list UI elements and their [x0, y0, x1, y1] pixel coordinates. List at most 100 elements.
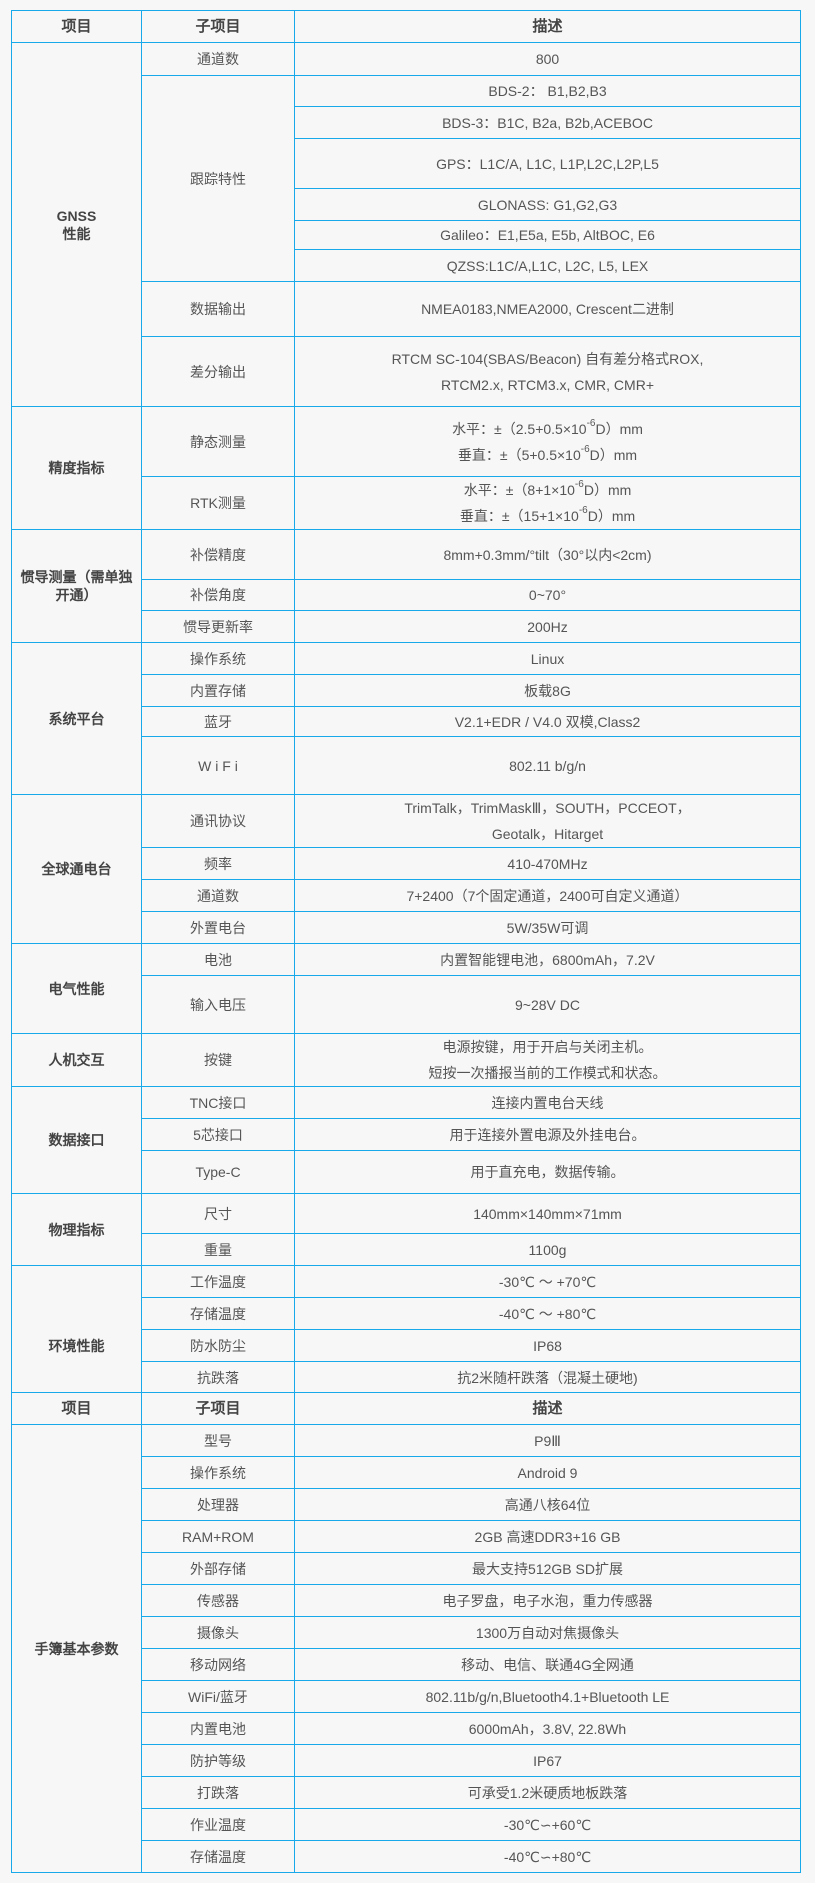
description-cell: IP67: [294, 1744, 801, 1777]
description-line: 垂直：±（15+1×10-6D）mm: [299, 503, 796, 529]
description-cell: BDS-3：B1C, B2a, B2b,ACEBOC: [294, 106, 801, 139]
description-line: 抗2米随杆跌落（混凝土硬地): [457, 1369, 638, 1386]
table-row: 手簿基本参数 型号 P9Ⅲ: [11, 1424, 801, 1873]
group-label: 精度指标: [11, 406, 142, 530]
description-line: -30℃∽+60℃: [503, 1816, 592, 1833]
description-line: 1300万自动对焦摄像头: [475, 1624, 620, 1641]
description-line: 垂直：±（5+0.5×10-6D）mm: [299, 442, 796, 468]
description-cell: IP68: [294, 1329, 801, 1362]
table-row: Galileo：E1,E5a, E5b, AltBOC, E6: [12, 220, 801, 250]
group-label: GNSS 性能: [11, 42, 142, 407]
description-line: -40℃∽+80℃: [503, 1848, 592, 1865]
description-line: 8mm+0.3mm/°tilt（30°以内<2cm): [443, 546, 652, 563]
description-line: 水平：±（2.5+0.5×10-6D）mm: [299, 416, 796, 442]
subitem-label: 操作系统: [141, 642, 295, 675]
description-line: 最大支持512GB SD扩展: [472, 1560, 623, 1577]
subitem-label: 内置存储: [141, 674, 295, 707]
description-cell: 7+2400（7个固定通道，2400可自定义通道）: [294, 879, 801, 912]
table-row: 操作系统 Android 9: [12, 1456, 801, 1489]
subitem-label: 防护等级: [141, 1744, 295, 1777]
description-cell: 水平：±（8+1×10-6D）mm 垂直：±（15+1×10-6D）mm: [294, 476, 801, 530]
subitem-label: 按键: [141, 1033, 295, 1087]
exponent: -6: [580, 443, 590, 455]
formula-text: 垂直：±（15+1×10: [459, 508, 579, 524]
table-row: 数据接口 TNC接口 连接内置电台天线: [11, 1086, 801, 1194]
table-row: 重量 1100g: [12, 1233, 801, 1266]
subitem-label: 尺寸: [141, 1193, 295, 1234]
table-row: 防水防尘 IP68: [12, 1329, 801, 1362]
subitem-label: 型号: [141, 1424, 295, 1457]
table-row: 人机交互 按键 电源按键，用于开启与关闭主机。 短按一次播报当前的工作模式和状态。: [11, 1033, 801, 1087]
table-row: 内置电池 6000mAh，3.8V, 22.8Wh: [12, 1712, 801, 1745]
table-row: 5芯接口 用于连接外置电源及外挂电台。: [12, 1118, 801, 1151]
group-label: 人机交互: [11, 1033, 142, 1087]
description-line: BDS-3：B1C, B2a, B2b,ACEBOC: [442, 114, 653, 131]
table-row: 惯导测量（需单独开通） 补偿精度 8mm+0.3mm/°tilt（30°以内<2cm…: [11, 529, 801, 643]
description-line: 高通八核64位: [504, 1496, 591, 1513]
controller-spec-table: 项目 子项目 描述 手簿基本参数 型号 P9Ⅲ 操作系统 Android 9 处理器 高通八核64…: [11, 1392, 801, 1873]
table-row: QZSS:L1C/A,L1C, L2C, L5, LEX: [12, 249, 801, 282]
subitem-label: 输入电压: [141, 975, 295, 1034]
table-row: 通道数 7+2400（7个固定通道，2400可自定义通道）: [12, 879, 801, 912]
description-cell: 6000mAh，3.8V, 22.8Wh: [294, 1712, 801, 1745]
description-line: RTCM SC-104(SBAS/Beacon) 自有差分格式ROX,: [391, 350, 704, 367]
subitem-label: 通讯协议: [141, 794, 295, 848]
subitem-label: RTK测量: [141, 476, 295, 530]
description-line: IP68: [533, 1337, 562, 1354]
table-row: 摄像头 1300万自动对焦摄像头: [12, 1616, 801, 1649]
subitem-label: 内置电池: [141, 1712, 295, 1745]
group-label: 系统平台: [11, 642, 142, 795]
formula-unit: D）mm: [587, 508, 636, 524]
description-line: -30℃ ～ +70℃: [498, 1273, 597, 1290]
table-row: 物理指标 尺寸 140mm×140mm×71mm: [11, 1193, 801, 1266]
subitem-label: 通道数: [141, 42, 295, 76]
description-line: RTCM2.x, RTCM3.x, CMR, CMR+: [441, 376, 654, 393]
subitem-label: 存储温度: [141, 1840, 295, 1873]
subitem-label: 传感器: [141, 1584, 295, 1617]
description-line: 410-470MHz: [507, 855, 588, 872]
description-cell: 水平：±（2.5+0.5×10-6D）mm 垂直：±（5+0.5×10-6D）mm: [294, 406, 801, 477]
table-row: 电气性能 电池 内置智能锂电池，6800mAh，7.2V: [11, 943, 801, 1034]
description-cell: BDS-2： B1,B2,B3: [294, 75, 801, 107]
subitem-label: 打跌落: [141, 1776, 295, 1809]
subitem-label: 5芯接口: [141, 1118, 295, 1151]
description-line: 802.11 b/g/n: [509, 757, 586, 774]
subitem-label: 抗跌落: [141, 1361, 295, 1394]
formula-unit: D）mm: [583, 482, 632, 498]
description-cell: -30℃ ～ +70℃: [294, 1265, 801, 1298]
description-cell: 连接内置电台天线: [294, 1086, 801, 1119]
description-line: 800: [535, 51, 560, 67]
description-line: 802.11b/g/n,Bluetooth4.1+Bluetooth LE: [425, 1688, 670, 1705]
table-row: 蓝牙 V2.1+EDR / V4.0 双模,Class2: [12, 706, 801, 737]
description-cell: 802.11 b/g/n: [294, 736, 801, 795]
formula-unit: D）mm: [595, 420, 643, 437]
formula-text: 水平：±（2.5+0.5×10: [452, 420, 587, 437]
description-cell: 0~70°: [294, 579, 801, 611]
group-label: 物理指标: [11, 1193, 142, 1266]
description-line: 200Hz: [527, 618, 568, 635]
description-line: 用于直充电，数据传输。: [470, 1164, 625, 1180]
description-line: 0~70°: [528, 587, 567, 603]
description-cell: 2GB 高速DDR3+16 GB: [294, 1520, 801, 1553]
table-row: 外部存储 最大支持512GB SD扩展: [12, 1552, 801, 1585]
subitem-label: 工作温度: [141, 1265, 295, 1298]
description-cell: 最大支持512GB SD扩展: [294, 1552, 801, 1585]
description-line: Galileo：E1,E5a, E5b, AltBOC, E6: [440, 227, 655, 243]
table-row: 系统平台 操作系统 Linux: [11, 642, 801, 795]
exponent: -6: [578, 505, 588, 517]
description-cell: 移动、电信、联通4G全网通: [294, 1648, 801, 1681]
description-line: 用于连接外置电源及外挂电台。: [449, 1126, 646, 1143]
description-cell: 电源按键，用于开启与关闭主机。 短按一次播报当前的工作模式和状态。: [294, 1033, 801, 1087]
description-cell: 1100g: [294, 1233, 801, 1266]
table-row: Type-C 用于直充电，数据传输。: [12, 1150, 801, 1194]
subitem-label: 蓝牙: [141, 706, 295, 737]
subitem-label: RAM+ROM: [141, 1520, 295, 1553]
header-description: 描述: [294, 1392, 801, 1425]
table-row: 传感器 电子罗盘，电子水泡，重力传感器: [12, 1584, 801, 1617]
group-label: 全球通电台: [11, 794, 142, 944]
header-row: 项目 子项目 描述: [11, 10, 801, 43]
description-cell: 抗2米随杆跌落（混凝土硬地): [294, 1361, 801, 1394]
description-line: -40℃ ～ +80℃: [498, 1305, 597, 1322]
description-cell: 1300万自动对焦摄像头: [294, 1616, 801, 1649]
table-row: 防护等级 IP67: [12, 1744, 801, 1777]
